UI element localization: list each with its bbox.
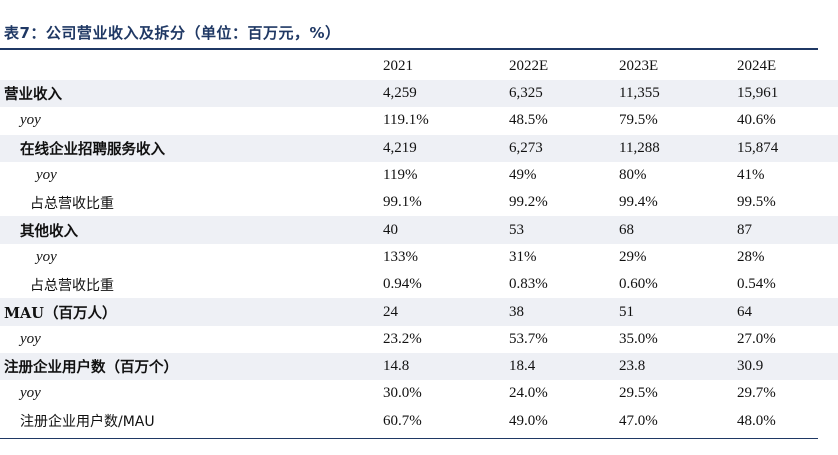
cell-value: 11,355 [613, 80, 731, 108]
table-row: 占总营收比重 99.1% 99.2% 99.4% 99.5% [0, 189, 838, 216]
cell-value: 14.8 [377, 352, 503, 381]
row-label: 其他收入 [0, 216, 377, 244]
row-label: yoy [20, 385, 41, 402]
cell-value: 29.7% [737, 385, 776, 402]
table-row: yoy 30.0% 24.0% 29.5% 29.7% [0, 380, 838, 407]
cell-value: 119.1% [383, 112, 429, 129]
cell-value: 99.1% [383, 194, 422, 211]
cell-value: 6,273 [503, 134, 613, 162]
cell-value: 29.5% [619, 385, 658, 402]
table-row: 注册企业用户数（百万个） 14.8 18.4 23.8 30.9 [0, 352, 838, 381]
cell-value: 30.9 [731, 352, 838, 381]
cell-value: 24 [377, 298, 503, 326]
row-label: 占总营收比重 [30, 195, 114, 212]
cell-value: 0.54% [737, 276, 776, 293]
cell-value: 68 [613, 216, 731, 244]
cell-value: 38 [503, 298, 613, 326]
cell-value: 29% [619, 248, 647, 265]
cell-value: 6,325 [503, 80, 613, 108]
cell-value: 11,288 [613, 134, 731, 162]
table-row: 占总营收比重 0.94% 0.83% 0.60% 0.54% [0, 271, 838, 298]
cell-value: 48.0% [737, 412, 776, 429]
row-label: yoy [36, 167, 57, 184]
table-row: 注册企业用户数/MAU 60.7% 49.0% 47.0% 48.0% [0, 408, 838, 435]
cell-value: 49% [509, 167, 537, 184]
cell-value: 28% [737, 248, 765, 265]
cell-value: 27.0% [737, 330, 776, 347]
cell-value: 0.83% [509, 276, 548, 293]
cell-value: 35.0% [619, 330, 658, 347]
cell-value: 15,874 [731, 134, 838, 162]
table-title: 表7：公司营业收入及拆分（单位：百万元，%） [4, 24, 341, 42]
cell-value: 79.5% [619, 112, 658, 129]
row-label: 营业收入 [0, 80, 377, 108]
cell-value: 4,259 [377, 80, 503, 108]
header-cell-label [0, 53, 377, 80]
cell-value: 23.8 [613, 352, 731, 381]
bottom-rule [0, 438, 818, 439]
cell-value: 53 [503, 216, 613, 244]
cell-value: 64 [731, 298, 838, 326]
cell-value: 47.0% [619, 412, 658, 429]
table-row: 其他收入 40 53 68 87 [0, 216, 838, 244]
cell-value: 87 [731, 216, 838, 244]
row-label: yoy [36, 248, 57, 265]
cell-value: 119% [383, 167, 418, 184]
table-row: MAU（百万人） 24 38 51 64 [0, 298, 838, 326]
header-cell-2023e: 2023E [619, 58, 659, 74]
cell-value: 30.0% [383, 385, 422, 402]
row-label: 在线企业招聘服务收入 [0, 134, 377, 162]
cell-value: 40.6% [737, 112, 776, 129]
cell-value: 4,219 [377, 134, 503, 162]
table-row: 营业收入 4,259 6,325 11,355 15,961 [0, 80, 838, 108]
cell-value: 60.7% [383, 412, 422, 429]
revenue-table: 2021 2022E 2023E 2024E 营业收入 4,259 6,325 … [0, 53, 838, 435]
cell-value: 133% [383, 248, 418, 265]
cell-value: 49.0% [509, 412, 548, 429]
row-label: yoy [20, 330, 41, 347]
row-label: MAU（百万人） [0, 298, 377, 326]
row-label: 占总营收比重 [30, 277, 114, 294]
top-rule [0, 48, 818, 50]
cell-value: 0.94% [383, 276, 422, 293]
cell-value: 99.2% [509, 194, 548, 211]
table-row: yoy 23.2% 53.7% 35.0% 27.0% [0, 326, 838, 353]
cell-value: 23.2% [383, 330, 422, 347]
cell-value: 99.4% [619, 194, 658, 211]
row-label: 注册企业用户数/MAU [20, 414, 155, 431]
cell-value: 48.5% [509, 112, 548, 129]
header-cell-2021: 2021 [383, 58, 413, 74]
cell-value: 41% [737, 167, 765, 184]
cell-value: 99.5% [737, 194, 776, 211]
header-cell-2022e: 2022E [509, 58, 549, 74]
cell-value: 18.4 [503, 352, 613, 381]
cell-value: 80% [619, 167, 647, 184]
cell-value: 31% [509, 248, 537, 265]
table-row: yoy 119.1% 48.5% 79.5% 40.6% [0, 107, 838, 134]
header-row: 2021 2022E 2023E 2024E [0, 53, 838, 80]
table-row: yoy 119% 49% 80% 41% [0, 162, 838, 189]
cell-value: 15,961 [731, 80, 838, 108]
table-row: 在线企业招聘服务收入 4,219 6,273 11,288 15,874 [0, 134, 838, 162]
cell-value: 51 [613, 298, 731, 326]
cell-value: 0.60% [619, 276, 658, 293]
row-label: yoy [20, 112, 41, 129]
table-row: yoy 133% 31% 29% 28% [0, 244, 838, 271]
row-label: 注册企业用户数（百万个） [0, 352, 377, 381]
cell-value: 53.7% [509, 330, 548, 347]
cell-value: 24.0% [509, 385, 548, 402]
header-cell-2024e: 2024E [737, 58, 777, 74]
cell-value: 40 [377, 216, 503, 244]
